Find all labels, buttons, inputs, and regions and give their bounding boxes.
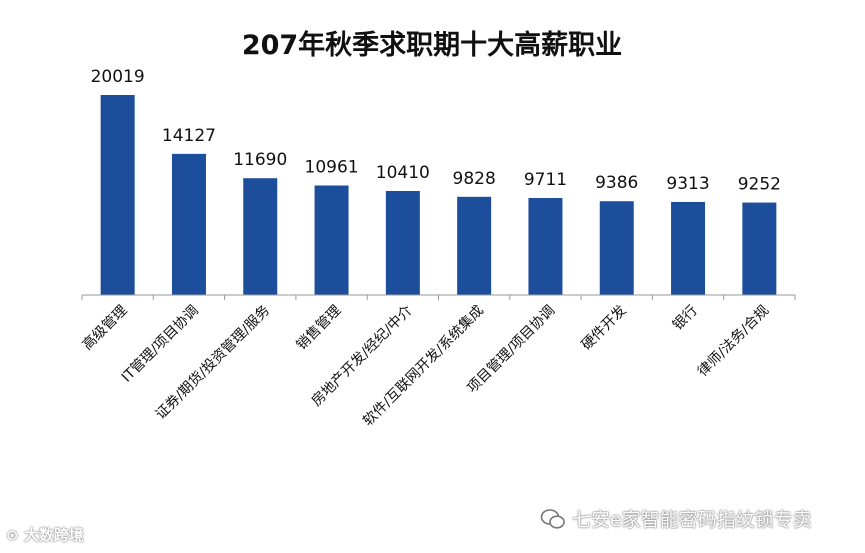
category-label-1: IT管理/项目协调 [119, 303, 202, 386]
chart-title: 207年秋季求职期十大高薪职业 [242, 29, 622, 61]
category-label-8: 银行 [670, 303, 701, 334]
value-label-1: 14127 [162, 126, 216, 146]
bar-9 [742, 202, 777, 295]
value-label-2: 11690 [233, 150, 287, 170]
bar-2 [243, 178, 278, 295]
value-label-4: 10410 [376, 163, 430, 183]
value-labels-group: 20019 14127 11690 10961 10410 9828 9711 9386 931… [91, 67, 781, 195]
category-label-5: 软件/互联网开发/系统集成 [359, 302, 487, 430]
value-label-3: 10961 [305, 157, 359, 177]
bar-7 [599, 201, 634, 295]
bars-group [81, 95, 796, 300]
bar-1 [171, 153, 206, 295]
bar-5 [457, 196, 492, 295]
value-label-6: 9711 [524, 170, 567, 190]
category-label-2: 证券/期货/投资管理/服务 [152, 302, 273, 423]
value-label-5: 9828 [453, 169, 496, 189]
wechat-icon [540, 508, 565, 529]
watermark-right-text: 七安e家智能密码指纹锁专卖 [572, 509, 812, 531]
watermark-left-text: 大数跨境 [23, 526, 84, 544]
category-label-3: 销售管理 [293, 303, 344, 354]
bar-8 [671, 201, 706, 295]
category-label-0: 高级管理 [79, 302, 131, 354]
bar-0 [100, 95, 135, 295]
value-label-9: 9252 [738, 175, 781, 195]
watermark-right: 七安e家智能密码指纹锁专卖 [540, 505, 812, 532]
value-label-0: 20019 [91, 67, 145, 87]
value-label-7: 9386 [595, 173, 638, 193]
bar-4 [385, 190, 420, 295]
watermark-left: ⊙ 大数跨境 [6, 524, 84, 545]
category-label-9: 律师/法务/合规 [695, 303, 772, 380]
bar-6 [528, 197, 563, 295]
bar-3 [314, 185, 349, 295]
category-label-7: 硬件开发 [579, 303, 630, 354]
value-label-8: 9313 [666, 174, 709, 194]
logo-icon: ⊙ [6, 526, 19, 544]
